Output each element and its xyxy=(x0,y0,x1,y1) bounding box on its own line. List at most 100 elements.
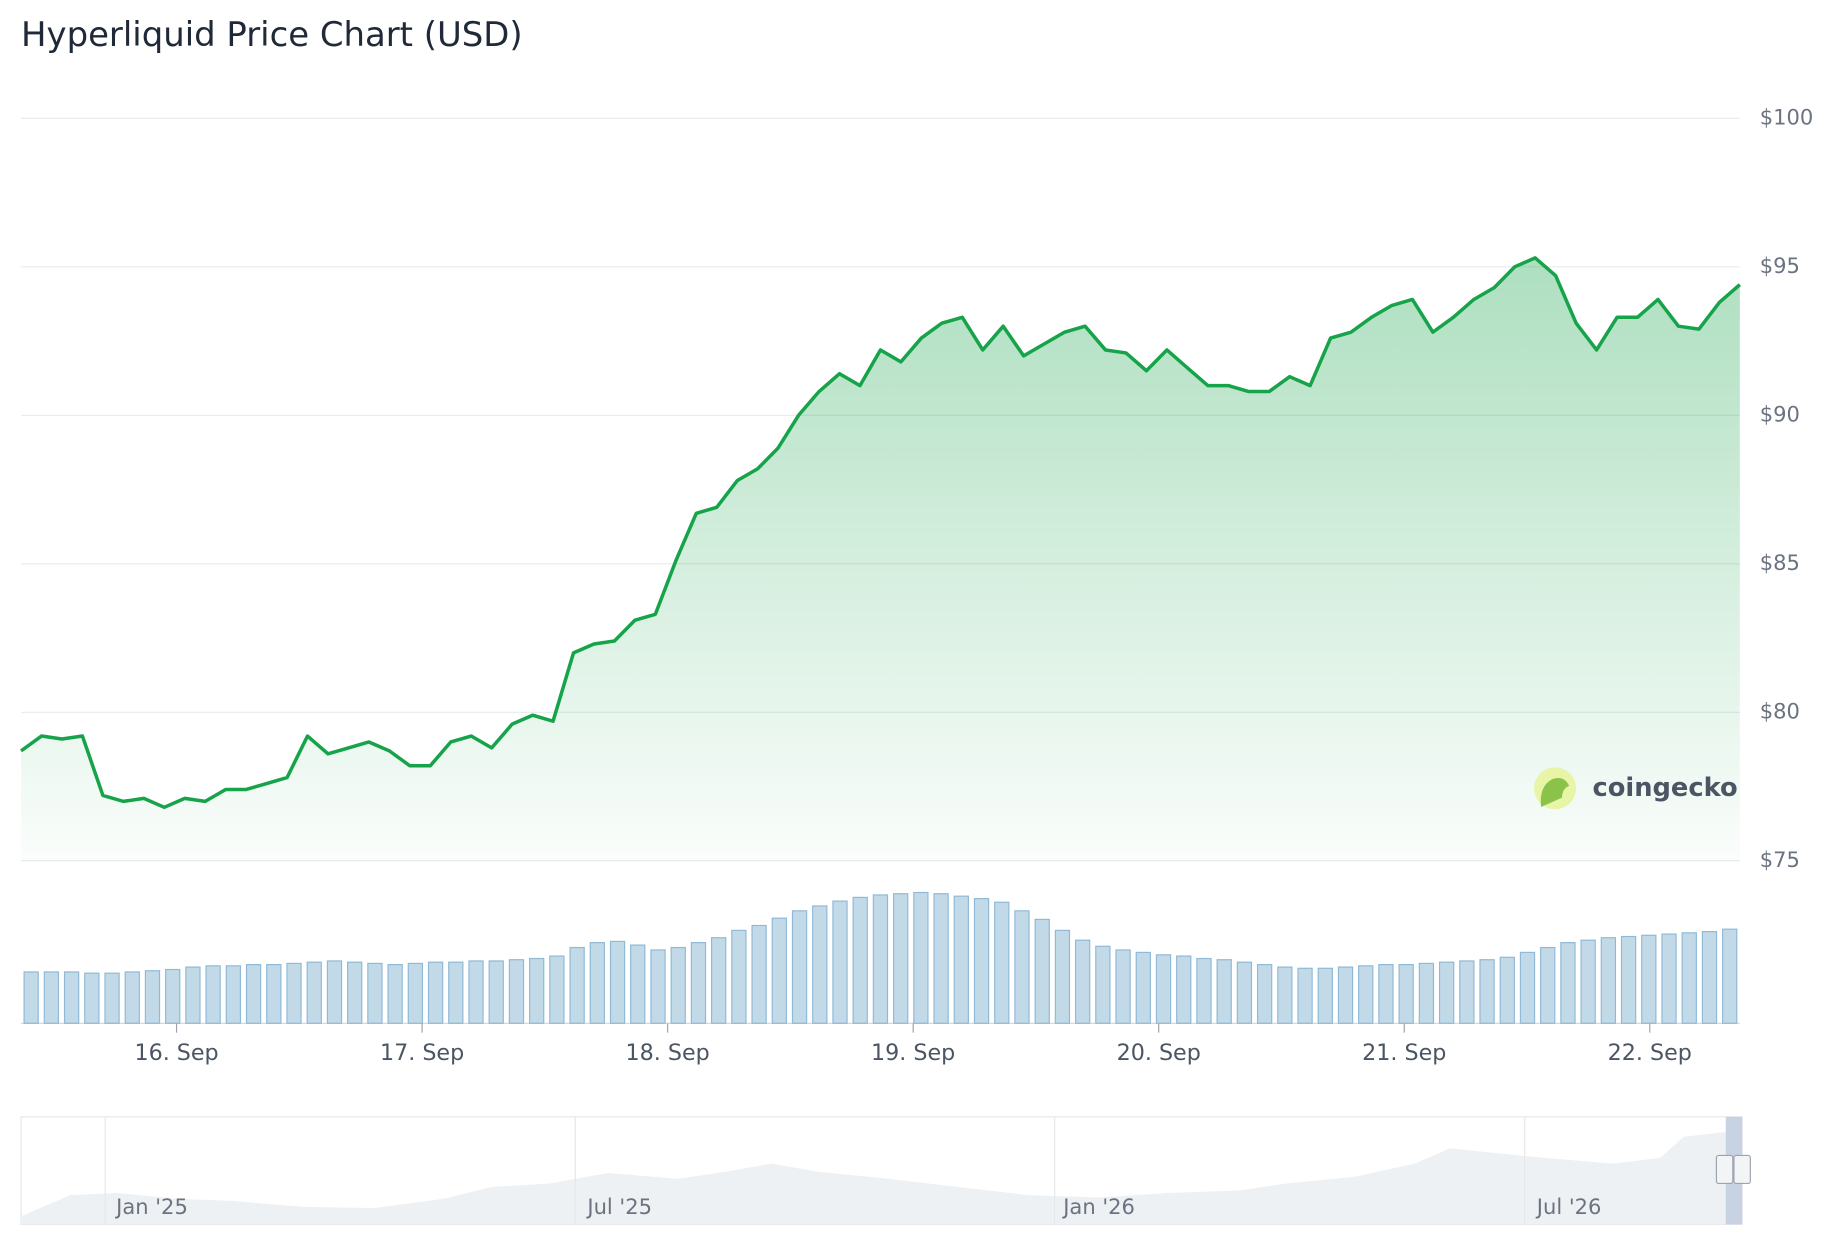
volume-bar xyxy=(1256,964,1273,1024)
y-tick-label: $90 xyxy=(1760,401,1800,426)
x-tick-label: 22. Sep xyxy=(1608,1040,1692,1066)
x-tick-label: 18. Sep xyxy=(626,1040,710,1066)
volume-bar xyxy=(1135,951,1151,1024)
volume-bar xyxy=(326,960,343,1024)
volume-bar xyxy=(1600,937,1617,1024)
volume-bar xyxy=(1176,955,1192,1024)
x-tick-label: 17. Sep xyxy=(380,1040,464,1066)
navigator-handle[interactable] xyxy=(1733,1154,1751,1185)
volume-bar xyxy=(43,971,60,1024)
volume-bar xyxy=(1438,961,1455,1024)
volume-bar xyxy=(468,960,484,1024)
chart-title: Hyperliquid Price Chart (USD) xyxy=(21,15,523,54)
volume-bar xyxy=(508,959,525,1024)
volume-bar xyxy=(1358,965,1374,1024)
volume-bar xyxy=(690,942,707,1024)
volume-bar xyxy=(185,966,201,1024)
volume-bar xyxy=(1459,960,1475,1024)
volume-bar xyxy=(589,942,606,1024)
volume-bar xyxy=(63,971,80,1024)
volume-bar xyxy=(872,894,889,1024)
volume-bar xyxy=(832,900,848,1024)
volume-bar xyxy=(953,895,969,1024)
volume-bar xyxy=(1196,957,1212,1024)
y-tick-label: $95 xyxy=(1760,253,1800,278)
volume-bar xyxy=(387,964,403,1024)
volume-bar xyxy=(549,955,565,1024)
volume-bar xyxy=(1014,910,1030,1024)
volume-bar xyxy=(771,917,787,1024)
volume-bar xyxy=(913,891,929,1024)
y-tick-label: $100 xyxy=(1760,104,1814,129)
x-tick-label: 16. Sep xyxy=(134,1040,218,1066)
volume-bar xyxy=(448,961,464,1024)
volume-bar xyxy=(23,971,39,1024)
volume-bar xyxy=(751,924,767,1024)
volume-bar xyxy=(1499,956,1515,1024)
volume-bar xyxy=(1115,949,1131,1024)
volume-bar xyxy=(347,961,363,1024)
volume-bar xyxy=(892,893,909,1024)
volume-bar xyxy=(731,929,747,1024)
navigator-label: Jan '25 xyxy=(114,1194,188,1219)
volume-bar xyxy=(1540,946,1556,1024)
volume-bar xyxy=(1398,964,1414,1024)
volume-bar xyxy=(367,962,383,1024)
volume-bar xyxy=(1519,951,1536,1024)
volume-bar xyxy=(933,893,949,1024)
volume-bar xyxy=(1236,961,1253,1024)
price-line xyxy=(20,256,1741,810)
volume-bar xyxy=(1701,931,1718,1024)
watermark: coingecko xyxy=(1592,773,1737,803)
volume-bar xyxy=(569,946,585,1024)
navigator-area xyxy=(21,1132,1743,1225)
volume-bar xyxy=(1722,928,1738,1024)
volume-bar xyxy=(670,946,686,1024)
volume-bar xyxy=(1580,939,1596,1024)
volume-bar xyxy=(1378,964,1394,1024)
y-tick-label: $80 xyxy=(1760,698,1800,723)
volume-bar xyxy=(1479,959,1495,1024)
volume-bar xyxy=(529,957,545,1024)
volume-bar xyxy=(1054,929,1071,1024)
price-area xyxy=(21,257,1740,861)
volume-bar xyxy=(407,962,424,1024)
volume-bar xyxy=(266,964,282,1024)
volume-bar xyxy=(84,972,100,1024)
navigator-label: Jul '26 xyxy=(1535,1194,1602,1219)
volume-bar xyxy=(1297,967,1313,1024)
volume-bar xyxy=(1034,918,1050,1024)
volume-bar xyxy=(1216,959,1232,1024)
volume-bar xyxy=(1095,945,1111,1024)
volume-bar xyxy=(791,910,808,1024)
volume-bar xyxy=(427,961,444,1024)
volume-bar xyxy=(994,901,1010,1024)
y-tick-label: $85 xyxy=(1760,550,1800,575)
logo-icon-head xyxy=(1540,778,1570,807)
volume-bar xyxy=(973,898,990,1024)
navigator-label: Jan '26 xyxy=(1061,1194,1135,1219)
volume-bar xyxy=(144,970,161,1024)
volume-bar xyxy=(630,944,646,1024)
volume-bar xyxy=(488,960,504,1024)
volume-bar xyxy=(286,962,302,1024)
volume-bar xyxy=(1277,966,1293,1024)
volume-bar xyxy=(1681,932,1697,1024)
volume-bar xyxy=(1418,962,1435,1024)
volume-bar xyxy=(124,971,140,1024)
x-tick-label: 20. Sep xyxy=(1117,1040,1201,1066)
x-tick-label: 19. Sep xyxy=(871,1040,955,1066)
volume-bar xyxy=(711,937,727,1024)
navigator-label: Jul '25 xyxy=(585,1194,652,1219)
volume-bar xyxy=(609,940,626,1024)
volume-bar xyxy=(205,965,221,1024)
volume-bar xyxy=(1074,939,1091,1024)
volume-bar xyxy=(306,961,322,1024)
volume-bar xyxy=(812,905,828,1024)
navigator-handle[interactable] xyxy=(1715,1154,1734,1185)
volume-bar xyxy=(1560,942,1576,1024)
volume-bar xyxy=(852,896,868,1024)
volume-bar xyxy=(1337,966,1354,1024)
